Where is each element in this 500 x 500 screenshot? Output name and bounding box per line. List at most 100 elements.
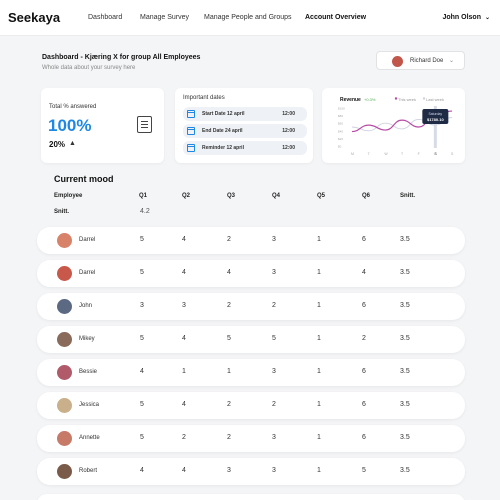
score-cell: 2 (272, 401, 276, 408)
score-cell: 4 (182, 401, 186, 408)
score-cell: 2 (227, 434, 231, 441)
nav-manage-survey[interactable]: Manage Survey (140, 14, 190, 21)
table-row[interactable]: John 3 3 2 2 1 6 3.5 (37, 293, 465, 320)
table-row[interactable]: Robert 4 4 3 3 1 5 3.5 (37, 458, 465, 485)
average-cell: 3.5 (400, 236, 410, 243)
tooltip-day: Saturday (429, 112, 443, 116)
page-subtitle: Whole data about your survey here (42, 65, 136, 71)
table-row-partial[interactable] (37, 494, 465, 500)
score-cell: 5 (140, 269, 144, 276)
score-cell: 5 (362, 467, 366, 474)
current-mood-title: Current mood (54, 174, 114, 184)
column-header-q5: Q5 (317, 193, 326, 199)
score-cell: 1 (182, 368, 186, 375)
total-answered-delta: 20% (49, 140, 66, 149)
page-title: Dashboard - Kjæring X for group All Empl… (42, 54, 201, 61)
table-row[interactable]: Jessica 5 4 2 2 1 6 3.5 (37, 392, 465, 419)
score-cell: 1 (317, 368, 321, 375)
y-tick-label: $80 (338, 114, 343, 118)
app-logo[interactable]: Seekaya (8, 10, 61, 25)
important-dates-card: Important dates Start Date 12 april 12:0… (175, 88, 313, 163)
person-select[interactable]: Richard Doe ⌄ (376, 51, 465, 70)
score-cell: 5 (140, 335, 144, 342)
table-row[interactable]: Bessie 4 1 1 3 1 6 3.5 (37, 359, 465, 386)
person-select-value: Richard Doe (410, 58, 444, 64)
total-answered-label: Total % answered (49, 104, 97, 110)
average-cell: 3.5 (400, 467, 410, 474)
score-cell: 4 (182, 467, 186, 474)
score-cell: 2 (227, 401, 231, 408)
avatar (57, 266, 72, 281)
score-cell: 4 (182, 269, 186, 276)
avatar (57, 233, 72, 248)
nav-dashboard[interactable]: Dashboard (88, 14, 123, 21)
date-label: Reminder 12 april (202, 145, 244, 151)
date-item-end[interactable]: End Date 24 april 12:00 (183, 124, 307, 138)
date-item-start[interactable]: Start Date 12 april 12:00 (183, 107, 307, 121)
avatar (57, 398, 72, 413)
average-cell: 3.5 (400, 269, 410, 276)
tooltip-box (422, 109, 449, 124)
score-cell: 4 (182, 236, 186, 243)
score-cell: 3 (272, 269, 276, 276)
chevron-down-icon: ⌄ (484, 15, 490, 21)
clipboard-icon (137, 116, 152, 133)
score-cell: 2 (227, 236, 231, 243)
employee-name: Annette (79, 435, 100, 441)
user-menu[interactable]: John Olson ⌄ (442, 14, 490, 21)
x-tick-label: T (401, 152, 404, 156)
score-cell: 4 (140, 368, 144, 375)
score-cell: 1 (227, 368, 231, 375)
chart-title: Revenue (340, 97, 361, 103)
date-time: 12:00 (282, 111, 295, 117)
chart-change: +0.3% (364, 97, 376, 102)
score-cell: 6 (362, 401, 366, 408)
table-row[interactable]: Annette 5 2 2 3 1 6 3.5 (37, 425, 465, 452)
calendar-icon (187, 144, 195, 152)
score-cell: 5 (140, 434, 144, 441)
employee-name: Darrel (79, 270, 96, 276)
score-cell: 6 (362, 236, 366, 243)
y-tick-label: $20 (338, 137, 343, 141)
average-label: Snitt. (54, 209, 69, 215)
date-item-reminder[interactable]: Reminder 12 april 12:00 (183, 141, 307, 155)
x-tick-label: F (418, 152, 420, 156)
tooltip-value: $1780.10 (427, 117, 444, 122)
average-cell: 3.5 (400, 401, 410, 408)
avatar (392, 56, 403, 67)
table-row[interactable]: Mikey 5 4 5 5 1 2 3.5 (37, 326, 465, 353)
x-tick-label: W (384, 152, 388, 156)
avatar (57, 299, 72, 314)
column-header-q1: Q1 (139, 193, 148, 199)
total-answered-value: 100% (48, 116, 92, 135)
nav-manage-people-groups[interactable]: Manage People and Groups (204, 14, 292, 21)
x-tick-label: S (434, 152, 437, 156)
table-row[interactable]: Darrel 5 4 2 3 1 6 3.5 (37, 227, 465, 254)
chevron-down-icon: ⌄ (448, 58, 454, 64)
score-cell: 3 (272, 236, 276, 243)
x-tick-label: T (368, 152, 371, 156)
avatar (57, 332, 72, 347)
column-header-q2: Q2 (182, 193, 191, 199)
employee-name: John (79, 303, 93, 309)
avatar (57, 431, 72, 446)
score-cell: 2 (182, 434, 186, 441)
nav-account-overview[interactable]: Account Overview (305, 14, 367, 21)
legend-last-week: Last week (426, 97, 445, 102)
y-tick-label: $60 (338, 122, 343, 126)
score-cell: 6 (362, 302, 366, 309)
score-cell: 3 (140, 302, 144, 309)
score-cell: 1 (317, 302, 321, 309)
x-tick-label: S (451, 152, 454, 156)
average-cell: 3.5 (400, 302, 410, 309)
score-cell: 6 (362, 368, 366, 375)
average-cell: 3.5 (400, 335, 410, 342)
score-cell: 1 (317, 401, 321, 408)
score-cell: 6 (362, 434, 366, 441)
average-cell: 3.5 (400, 434, 410, 441)
column-header-q4: Q4 (272, 193, 281, 199)
table-row[interactable]: Darrel 5 4 4 3 1 4 3.5 (37, 260, 465, 287)
user-name: John Olson (442, 14, 481, 21)
score-cell: 2 (272, 302, 276, 309)
score-cell: 3 (227, 467, 231, 474)
